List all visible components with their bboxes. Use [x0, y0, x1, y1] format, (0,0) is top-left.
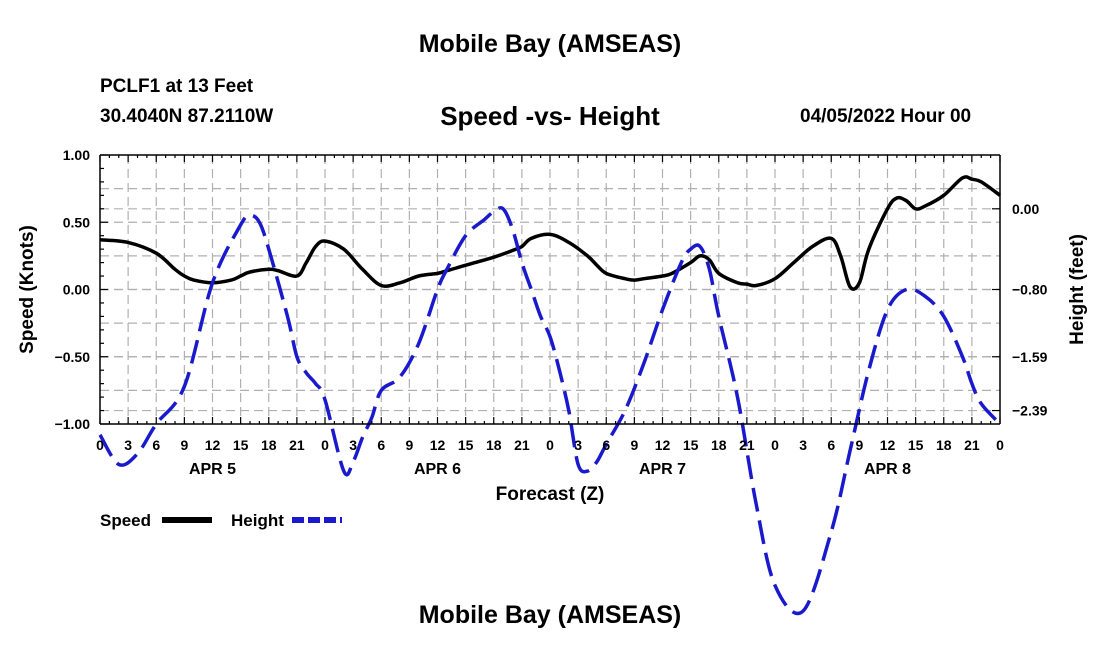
x-tick-label: 12 — [205, 437, 221, 453]
y-axis-left-title: Speed (Knots) — [17, 225, 38, 354]
y-left-tick-label: −0.50 — [55, 349, 91, 365]
x-tick-label: 15 — [233, 437, 249, 453]
x-tick-label: 18 — [261, 437, 277, 453]
x-tick-label: 6 — [377, 437, 385, 453]
legend-label-speed: Speed — [100, 511, 151, 530]
y-left-tick-label: 1.00 — [63, 147, 90, 163]
x-day-label: APR 6 — [414, 461, 461, 478]
x-tick-label: 12 — [655, 437, 671, 453]
second-plot-title: Mobile Bay (AMSEAS) — [418, 601, 682, 629]
x-tick-label: 6 — [602, 437, 610, 453]
x-tick-label: 15 — [458, 437, 474, 453]
x-tick-label: 9 — [630, 437, 638, 453]
forecast-run-time: 04/05/2022 Hour 00 — [800, 106, 972, 127]
legend: Speed Height — [100, 511, 342, 530]
page-title: Mobile Bay (AMSEAS) — [418, 30, 682, 58]
x-tick-label: 21 — [514, 437, 530, 453]
y-right-tick-label: −2.39 — [1012, 403, 1048, 419]
x-tick-label: 18 — [711, 437, 727, 453]
x-tick-label: 3 — [574, 437, 582, 453]
y-right-tick-label: −1.59 — [1012, 349, 1048, 365]
x-tick-label: 9 — [180, 437, 188, 453]
x-tick-label: 6 — [152, 437, 160, 453]
x-tick-label: 15 — [908, 437, 924, 453]
x-tick-label: 15 — [683, 437, 699, 453]
x-day-label: APR 8 — [864, 461, 911, 478]
x-tick-label: 0 — [96, 437, 104, 453]
y-right-tick-label: 0.00 — [1012, 201, 1039, 217]
x-tick-label: 3 — [799, 437, 807, 453]
x-tick-label: 3 — [349, 437, 357, 453]
x-tick-label: 9 — [405, 437, 413, 453]
axis-labels-layer: 1.00 0.50 0.00 −0.50 −1.00 0.00 −0.80 −1.59 −2.3… — [17, 147, 1088, 505]
x-tick-label: 3 — [124, 437, 132, 453]
legend-label-height: Height — [231, 511, 284, 530]
x-tick-label: 21 — [289, 437, 305, 453]
x-tick-label: 21 — [964, 437, 980, 453]
x-tick-label: 18 — [936, 437, 952, 453]
x-tick-label: 6 — [827, 437, 835, 453]
x-tick-label: 12 — [880, 437, 896, 453]
x-axis-title: Forecast (Z) — [496, 484, 605, 505]
y-left-tick-label: 0.00 — [63, 282, 90, 298]
series-line-height — [98, 206, 1002, 615]
series-line-speed — [99, 175, 1002, 291]
chart-subtitle: Speed -vs- Height — [440, 101, 660, 131]
x-tick-label: 18 — [486, 437, 502, 453]
axes — [99, 154, 1001, 425]
x-day-label: APR 7 — [639, 461, 686, 478]
y-right-tick-label: −0.80 — [1012, 282, 1048, 298]
x-tick-label: 9 — [855, 437, 863, 453]
x-tick-label: 0 — [321, 437, 329, 453]
x-tick-label: 0 — [546, 437, 554, 453]
y-axis-right-title: Height (feet) — [1067, 234, 1088, 345]
series-layer — [98, 175, 1002, 615]
y-left-tick-label: 0.50 — [63, 214, 90, 230]
y-left-tick-label: −1.00 — [55, 416, 91, 432]
x-tick-label: 12 — [430, 437, 446, 453]
x-day-label: APR 5 — [189, 461, 236, 478]
x-tick-label: 0 — [996, 437, 1004, 453]
station-label: PCLF1 at 13 Feet — [100, 76, 254, 97]
station-coordinates: 30.4040N 87.2110W — [100, 106, 274, 127]
x-tick-label: 0 — [771, 437, 779, 453]
x-tick-label: 21 — [739, 437, 755, 453]
